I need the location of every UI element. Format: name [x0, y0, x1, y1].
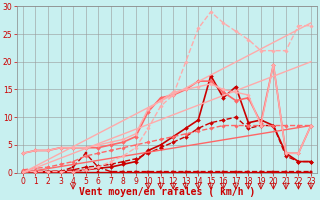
X-axis label: Vent moyen/en rafales ( km/h ): Vent moyen/en rafales ( km/h )	[79, 187, 255, 197]
